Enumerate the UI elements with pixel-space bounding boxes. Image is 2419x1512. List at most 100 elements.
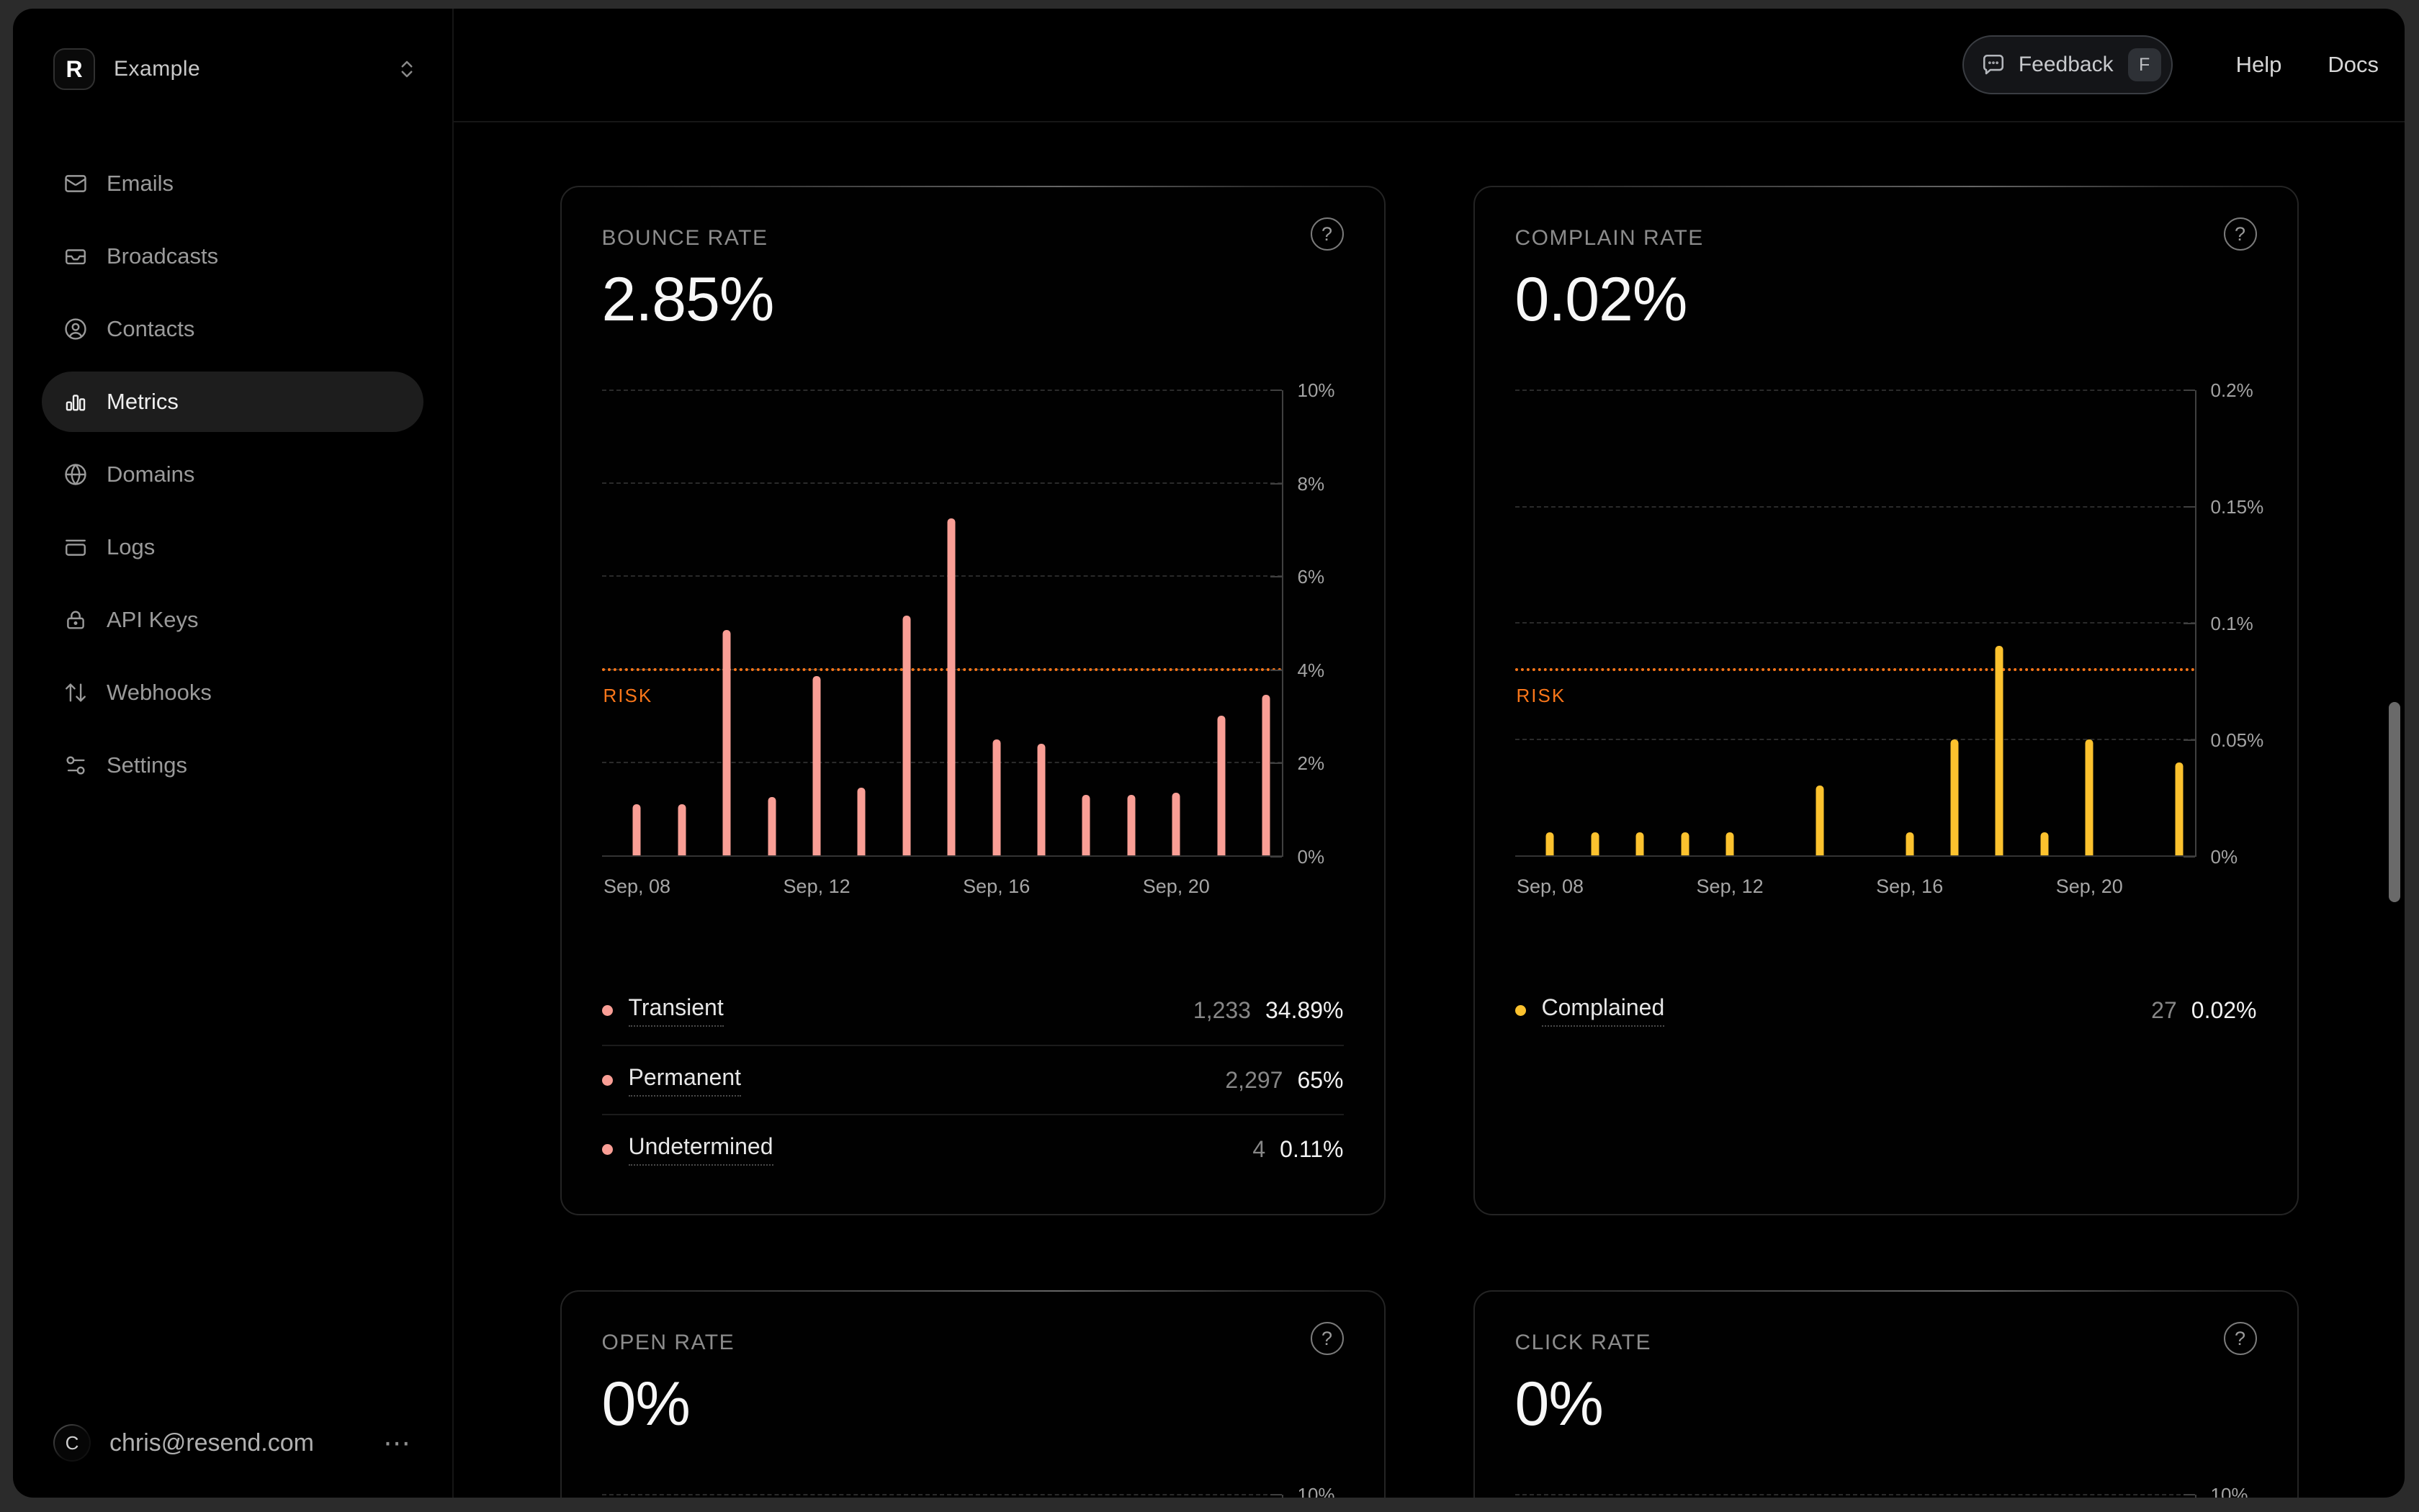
axis-tick xyxy=(1270,669,1282,671)
chart-bar[interactable] xyxy=(1681,832,1689,855)
chart-bar[interactable] xyxy=(1635,832,1644,855)
open-rate-value: 0% xyxy=(601,1369,691,1439)
chart-bar[interactable] xyxy=(1906,832,1914,855)
ellipsis-menu-icon[interactable]: ⋯ xyxy=(383,1428,412,1459)
bar-chart-icon xyxy=(63,390,88,414)
user-account-row[interactable]: C chris@resend.com ⋯ xyxy=(42,1420,423,1466)
axis-tick xyxy=(1270,390,1282,391)
help-circle-icon[interactable]: ? xyxy=(1310,217,1344,251)
legend-label[interactable]: Complained xyxy=(1541,994,1665,1027)
legend-numbers: 4 0.11% xyxy=(1252,1136,1343,1163)
chart-bar[interactable] xyxy=(722,629,731,855)
sidebar-item-api-keys[interactable]: API Keys xyxy=(42,590,423,650)
gridline xyxy=(601,575,1282,577)
resend-logo: R xyxy=(53,48,95,90)
y-axis-label: 0.15% xyxy=(2210,496,2264,518)
avatar-initial: C xyxy=(65,1431,79,1454)
sidebar-item-logs[interactable]: Logs xyxy=(42,517,423,577)
chart-bar[interactable] xyxy=(902,616,911,855)
y-axis-label: 0.1% xyxy=(2210,613,2253,634)
user-circle-icon xyxy=(63,317,88,341)
chart-bar[interactable] xyxy=(2085,739,2093,855)
chart-y-axis: 0%2%4%6%8%10% xyxy=(2183,1485,2257,1498)
metrics-page: BOUNCE RATE ? 2.85% RISK Sep, 08 Sep, 12 Se… xyxy=(454,122,2405,1498)
chart-bar[interactable] xyxy=(2040,832,2049,855)
chart-bar[interactable] xyxy=(992,739,1001,855)
chart-bar[interactable] xyxy=(1545,832,1554,855)
sidebar-item-emails[interactable]: Emails xyxy=(42,153,423,214)
bounce-chart: RISK Sep, 08 Sep, 12 Sep, 16 Sep, 20 0% 2% 4% 6… xyxy=(601,380,1344,897)
workspace-name: Example xyxy=(114,57,201,81)
chart-plot xyxy=(601,1494,1282,1498)
card-header: BOUNCE RATE ? xyxy=(602,217,1344,252)
chart-bar[interactable] xyxy=(1725,832,1734,855)
card-header: OPEN RATE ? xyxy=(602,1322,1344,1356)
logo-letter: R xyxy=(66,55,83,82)
workspace-switcher[interactable]: R Example xyxy=(42,46,423,92)
cards-grid: BOUNCE RATE ? 2.85% RISK Sep, 08 Sep, 12 Se… xyxy=(454,186,2405,1498)
chart-bar[interactable] xyxy=(1037,743,1046,855)
axis-tick xyxy=(2183,739,2195,741)
sidebar-item-webhooks[interactable]: Webhooks xyxy=(42,662,423,723)
chart-bar[interactable] xyxy=(1262,695,1270,855)
axis-tick xyxy=(2183,623,2195,624)
legend-percentage: 0.02% xyxy=(2191,996,2257,1023)
sidebar-item-contacts[interactable]: Contacts xyxy=(42,299,423,359)
chart-bar[interactable] xyxy=(1816,786,1824,855)
chart-bar[interactable] xyxy=(1591,832,1599,855)
axis-tick xyxy=(1270,482,1282,485)
gridline xyxy=(601,482,1282,485)
chart-bar[interactable] xyxy=(1217,716,1226,855)
chart-bar[interactable] xyxy=(632,804,641,855)
inbox-icon xyxy=(63,244,88,269)
sidebar-item-domains[interactable]: Domains xyxy=(42,444,423,505)
legend-count: 4 xyxy=(1252,1135,1266,1162)
sidebar-item-label: Webhooks xyxy=(107,680,212,705)
risk-label: RISK xyxy=(603,684,653,706)
card-header: CLICK RATE ? xyxy=(1515,1322,2257,1356)
complain-rate-value: 0.02% xyxy=(1514,265,1688,334)
chart-bar[interactable] xyxy=(1950,739,1959,855)
legend-count: 2,297 xyxy=(1225,1066,1283,1093)
sidebar-item-broadcasts[interactable]: Broadcasts xyxy=(42,226,423,287)
axis-tick xyxy=(1270,1494,1282,1495)
help-circle-icon[interactable]: ? xyxy=(2223,1322,2257,1355)
legend-dot xyxy=(601,1074,613,1086)
chart-bar[interactable] xyxy=(678,804,686,855)
docs-link[interactable]: Docs xyxy=(2328,52,2379,77)
chart-bar[interactable] xyxy=(1172,792,1180,855)
chart-bar[interactable] xyxy=(1995,646,2003,855)
chart-bar[interactable] xyxy=(768,797,776,855)
risk-label: RISK xyxy=(1516,684,1566,706)
x-axis-label: Sep, 20 xyxy=(2055,876,2123,897)
axis-tick xyxy=(2183,506,2195,508)
legend-label[interactable]: Undetermined xyxy=(628,1133,773,1166)
chart-plot xyxy=(1514,1494,2195,1498)
legend-label[interactable]: Permanent xyxy=(628,1064,742,1097)
axis-tick xyxy=(1270,762,1282,765)
feedback-button[interactable]: Feedback F xyxy=(1962,35,2173,94)
legend-label[interactable]: Transient xyxy=(628,994,724,1027)
chart-bar[interactable] xyxy=(2175,762,2184,855)
help-circle-icon[interactable]: ? xyxy=(1310,1322,1344,1355)
click-rate-value: 0% xyxy=(1514,1369,1604,1439)
arrows-up-down-icon xyxy=(63,680,88,705)
legend-row: Transient 1,233 34.89% xyxy=(601,976,1344,1045)
chart-bar[interactable] xyxy=(1082,795,1090,855)
complain-chart: RISK Sep, 08 Sep, 12 Sep, 16 Sep, 20 0% 0.05%… xyxy=(1514,380,2263,897)
help-circle-icon[interactable]: ? xyxy=(2223,217,2257,251)
gridline xyxy=(601,1494,1282,1495)
chart-y-axis: 0%2%4%6%8%10% xyxy=(1270,1485,1344,1498)
sidebar-item-settings[interactable]: Settings xyxy=(42,735,423,796)
scrollbar-thumb[interactable] xyxy=(2389,702,2400,902)
chart-bar[interactable] xyxy=(857,788,866,855)
chart-bar[interactable] xyxy=(1127,795,1136,855)
help-link[interactable]: Help xyxy=(2235,52,2282,77)
legend-row: Permanent 2,297 65% xyxy=(601,1045,1344,1114)
y-axis-label: 8% xyxy=(1297,472,1325,495)
chart-bar[interactable] xyxy=(812,676,821,855)
gridline xyxy=(1514,505,2195,508)
sidebar-item-metrics[interactable]: Metrics xyxy=(42,372,423,432)
chart-bar[interactable] xyxy=(947,518,956,855)
legend-numbers: 27 0.02% xyxy=(2151,997,2256,1024)
